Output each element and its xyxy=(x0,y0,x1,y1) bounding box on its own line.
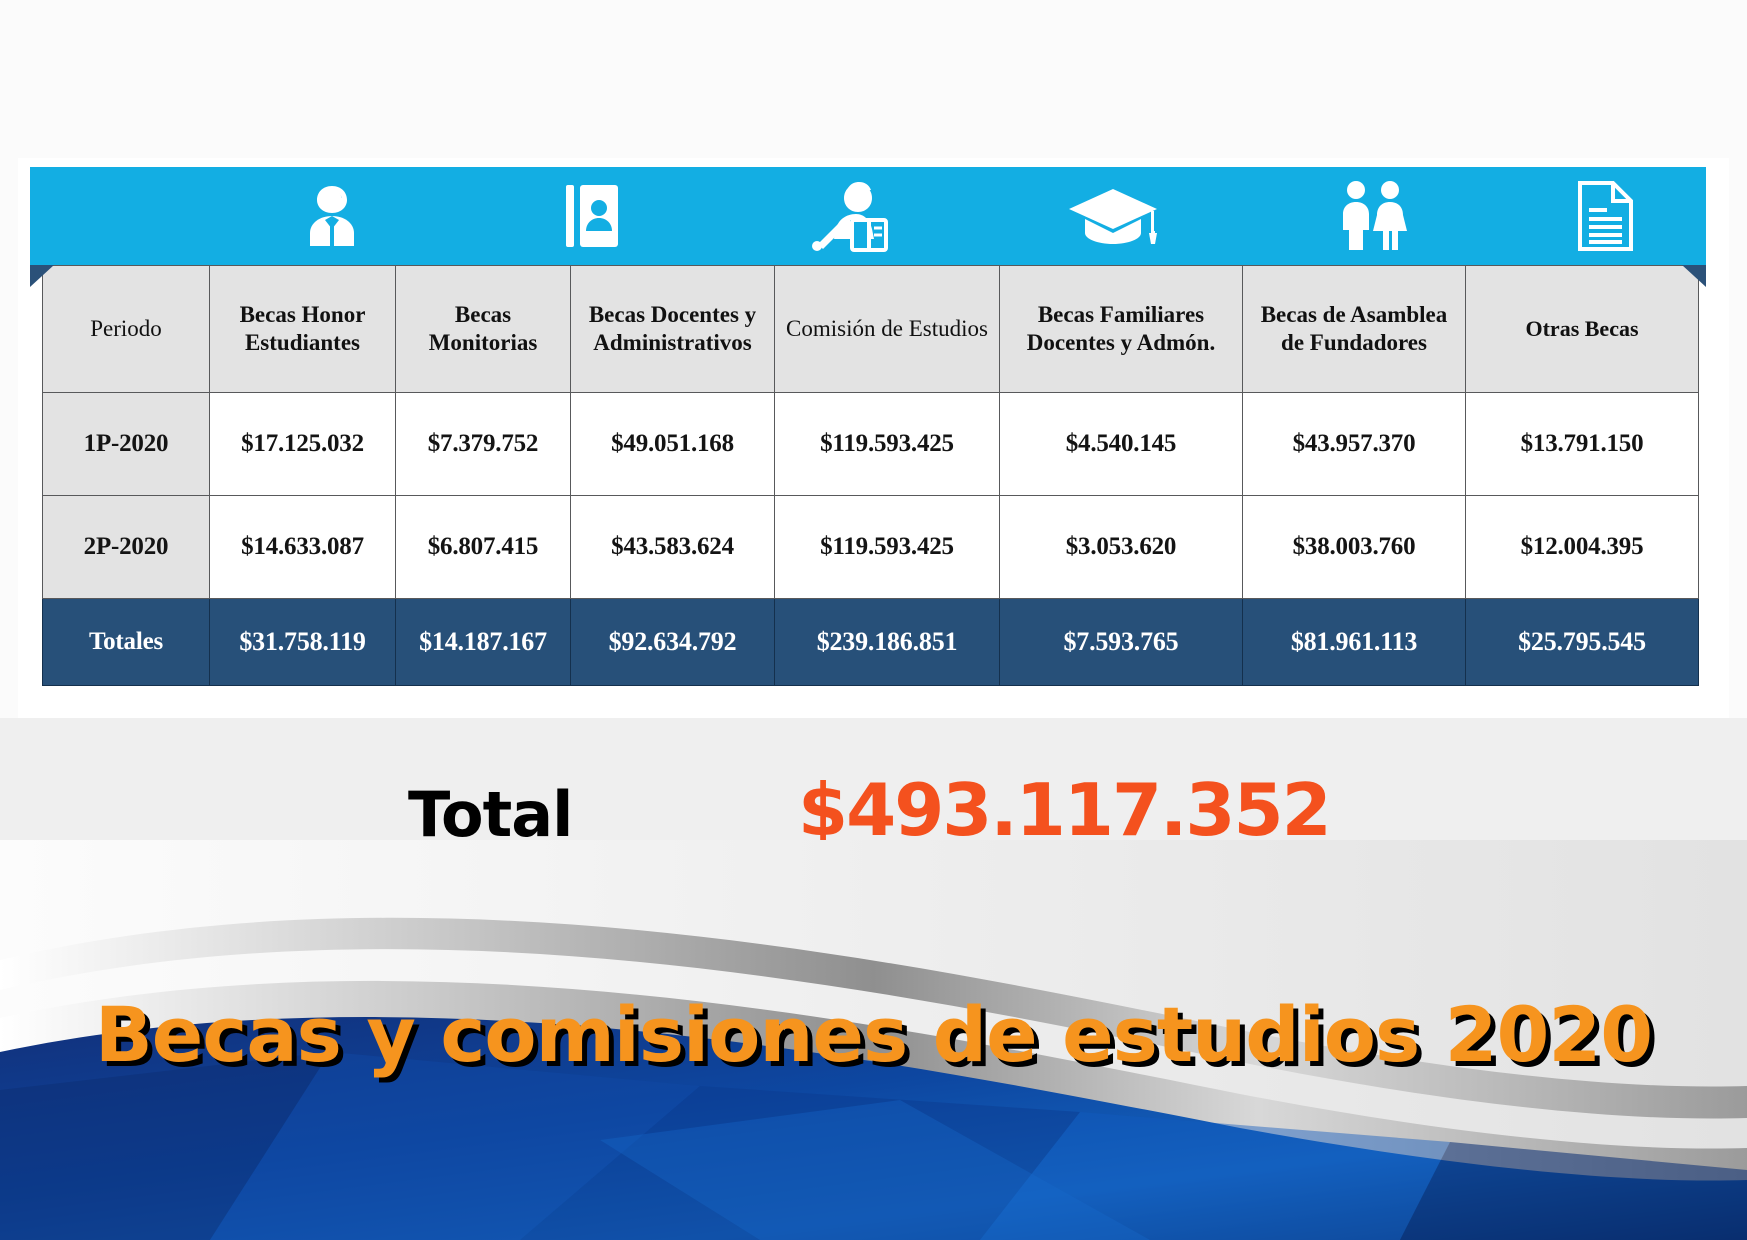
column-header-becas-monitorias: Becas Monitorias xyxy=(395,265,571,393)
slide-bottom-title: Becas y comisiones de estudios 2020 xyxy=(94,990,1653,1079)
column-header-becas-familiares: Becas Familiares Docentes y Admón. xyxy=(999,265,1243,393)
row-period-2p: 2P-2020 xyxy=(42,495,210,599)
grand-total-label: Total xyxy=(408,778,573,851)
cell-2p-becas-honor: $14.633.087 xyxy=(209,495,396,599)
column-header-otras-becas: Otras Becas xyxy=(1465,265,1699,393)
column-header-becas-honor: Becas Honor Estudiantes xyxy=(209,265,396,393)
row-period-1p: 1P-2020 xyxy=(42,392,210,496)
column-header-becas-asamblea: Becas de Asamblea de Fundadores xyxy=(1242,265,1466,393)
total-becas-familiares: $7.593.765 xyxy=(999,598,1243,686)
cell-2p-comision-estudios: $119.593.425 xyxy=(774,495,1000,599)
cell-2p-becas-asamblea: $38.003.760 xyxy=(1242,495,1466,599)
cell-1p-becas-asamblea: $43.957.370 xyxy=(1242,392,1466,496)
student-avatar-icon xyxy=(202,167,462,265)
total-becas-asamblea: $81.961.113 xyxy=(1242,598,1466,686)
graduation-cap-icon xyxy=(983,167,1243,265)
becas-table: Periodo Becas Honor Estudiantes Becas Mo… xyxy=(42,265,1699,686)
cell-2p-becas-monitorias: $6.807.415 xyxy=(395,495,571,599)
cell-2p-becas-familiares: $3.053.620 xyxy=(999,495,1243,599)
cell-2p-becas-docentes: $43.583.624 xyxy=(570,495,775,599)
document-lines-icon xyxy=(1503,167,1706,265)
total-becas-docentes: $92.634.792 xyxy=(570,598,775,686)
table-totals-row: Totales $31.758.119 $14.187.167 $92.634.… xyxy=(42,598,1699,686)
bottom-decorative-band xyxy=(0,840,1747,1240)
ribbon-fold-left xyxy=(30,265,54,287)
column-header-comision-estudios: Comisión de Estudios xyxy=(774,265,1000,393)
total-becas-monitorias: $14.187.167 xyxy=(395,598,571,686)
cell-2p-otras-becas: $12.004.395 xyxy=(1465,495,1699,599)
total-otras-becas: $25.795.545 xyxy=(1465,598,1699,686)
cell-1p-becas-monitorias: $7.379.752 xyxy=(395,392,571,496)
teacher-pointer-icon xyxy=(722,167,982,265)
icon-ribbon xyxy=(30,167,1706,265)
id-card-icon xyxy=(462,167,722,265)
total-comision-estudios: $239.186.851 xyxy=(774,598,1000,686)
table-row: 2P-2020 $14.633.087 $6.807.415 $43.583.6… xyxy=(42,495,1699,599)
ribbon-fold-right xyxy=(1682,265,1706,287)
table-header-row: Periodo Becas Honor Estudiantes Becas Mo… xyxy=(42,265,1699,393)
table-row: 1P-2020 $17.125.032 $7.379.752 $49.051.1… xyxy=(42,392,1699,496)
cell-1p-becas-docentes: $49.051.168 xyxy=(570,392,775,496)
cell-1p-becas-honor: $17.125.032 xyxy=(209,392,396,496)
column-header-periodo: Periodo xyxy=(42,265,210,393)
column-header-becas-docentes: Becas Docentes y Administrativos xyxy=(570,265,775,393)
family-couple-icon xyxy=(1243,167,1503,265)
total-becas-honor: $31.758.119 xyxy=(209,598,396,686)
grand-total-value: $493.117.352 xyxy=(798,768,1332,852)
cell-1p-becas-familiares: $4.540.145 xyxy=(999,392,1243,496)
cell-1p-comision-estudios: $119.593.425 xyxy=(774,392,1000,496)
cell-1p-otras-becas: $13.791.150 xyxy=(1465,392,1699,496)
totals-label: Totales xyxy=(42,598,210,686)
